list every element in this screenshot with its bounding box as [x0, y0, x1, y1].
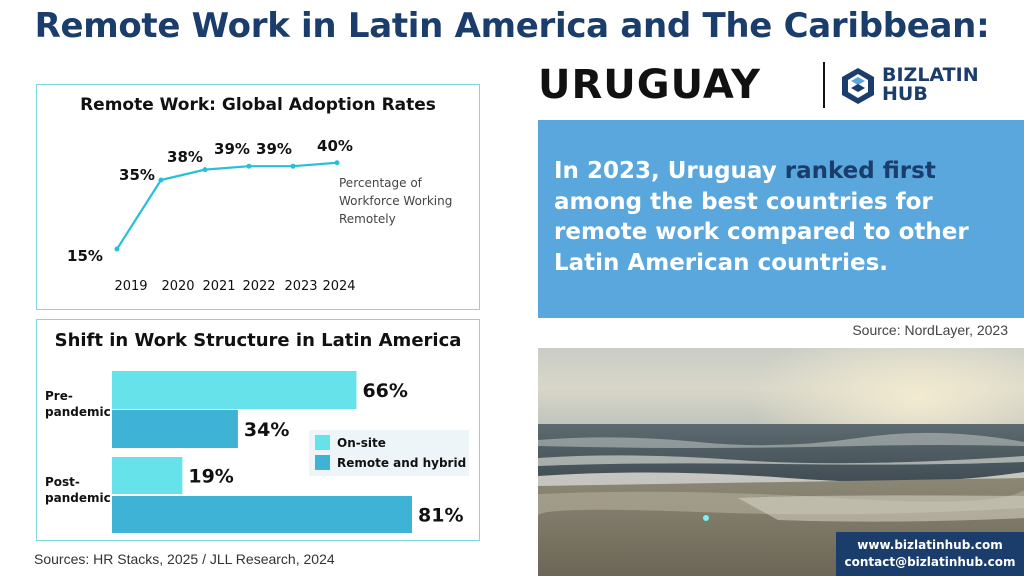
website-link[interactable]: www.bizlatinhub.com	[857, 538, 1003, 552]
bar-label-1-1: 81%	[418, 505, 463, 527]
bar-label-0-1: 34%	[244, 419, 289, 441]
legend-label-1: Remote and hybrid	[337, 456, 466, 470]
data-point-2021	[202, 167, 208, 173]
bar-1-1	[112, 496, 412, 533]
bizlatinhub-logo-icon	[842, 68, 874, 104]
legend-swatch-0	[315, 435, 330, 450]
logo-text-line2: HUB	[882, 83, 928, 105]
country-heading: URUGUAY	[538, 62, 761, 108]
callout-after: among the best countries for remote work…	[554, 188, 969, 276]
group-label-1-1: pandemic	[45, 491, 111, 505]
data-point-2020	[158, 177, 164, 183]
legend-swatch-1	[315, 455, 330, 470]
logo-text-line1: BIZLATIN	[882, 64, 979, 86]
bar-0-1	[112, 410, 238, 448]
x-tick-2021: 2021	[202, 279, 235, 294]
bar-label-0-0: 66%	[362, 380, 407, 402]
data-label-2021: 38%	[167, 148, 203, 166]
vertical-divider	[823, 62, 825, 108]
bar-1-0	[112, 457, 183, 494]
bar-0-0	[112, 371, 357, 409]
ranking-callout: In 2023, Uruguay ranked first among the …	[538, 120, 1024, 318]
data-label-2020: 35%	[119, 166, 155, 184]
data-point-2023	[290, 163, 296, 169]
data-point-2024	[334, 160, 340, 166]
work-structure-bar-chart: 66% 34% Pre-pandemic 19% 81% Post-pandemic On-…	[45, 371, 469, 533]
annotation-line-2: Workforce Working	[339, 194, 452, 208]
email-link[interactable]: contact@bizlatinhub.com	[844, 555, 1016, 569]
bizlatinhub-logo[interactable]: BIZLATIN HUB	[838, 66, 1018, 106]
legend-label-0: On-site	[337, 436, 386, 450]
data-label-2022: 39%	[214, 140, 250, 158]
annotation-line-3: Remotely	[339, 212, 396, 226]
contact-box: www.bizlatinhub.com contact@bizlatinhub.…	[836, 532, 1024, 576]
x-tick-2019: 2019	[114, 279, 147, 294]
callout-before: In 2023, Uruguay	[554, 158, 785, 184]
adoption-line	[116, 161, 338, 250]
page-title: Remote Work in Latin America and The Car…	[34, 6, 990, 46]
group-label-0-1: pandemic	[45, 405, 111, 419]
x-tick-2024: 2024	[322, 279, 355, 294]
callout-text: In 2023, Uruguay ranked first among the …	[554, 156, 1014, 278]
group-label-0-0: Pre-	[45, 389, 73, 403]
source-right: Source: NordLayer, 2023	[852, 322, 1008, 338]
global-adoption-panel: Remote Work: Global Adoption Rates 15% 35…	[36, 84, 480, 310]
bar-label-1-0: 19%	[188, 466, 233, 488]
annotation-line-1: Percentage of	[339, 176, 423, 190]
sources-left: Sources: HR Stacks, 2025 / JLL Research,…	[34, 551, 335, 567]
x-tick-2020: 2020	[161, 279, 194, 294]
work-structure-title: Shift in Work Structure in Latin America	[54, 330, 462, 351]
data-label-2019: 15%	[67, 247, 103, 265]
global-adoption-title: Remote Work: Global Adoption Rates	[80, 95, 436, 115]
legend-box	[309, 430, 469, 476]
data-label-2024: 40%	[317, 137, 353, 155]
adoption-line-chart: 15% 35% 38% 39% 39% 40% 2019 2020 2021 2022 2023 20…	[67, 137, 452, 294]
data-point-2019	[114, 246, 120, 252]
x-tick-2023: 2023	[284, 279, 317, 294]
work-structure-panel: Shift in Work Structure in Latin America…	[36, 319, 480, 541]
callout-highlight: ranked first	[784, 158, 936, 184]
x-tick-2022: 2022	[242, 279, 275, 294]
data-label-2023: 39%	[256, 140, 292, 158]
group-label-1-0: Post-	[45, 475, 80, 489]
data-point-2022	[246, 163, 252, 169]
